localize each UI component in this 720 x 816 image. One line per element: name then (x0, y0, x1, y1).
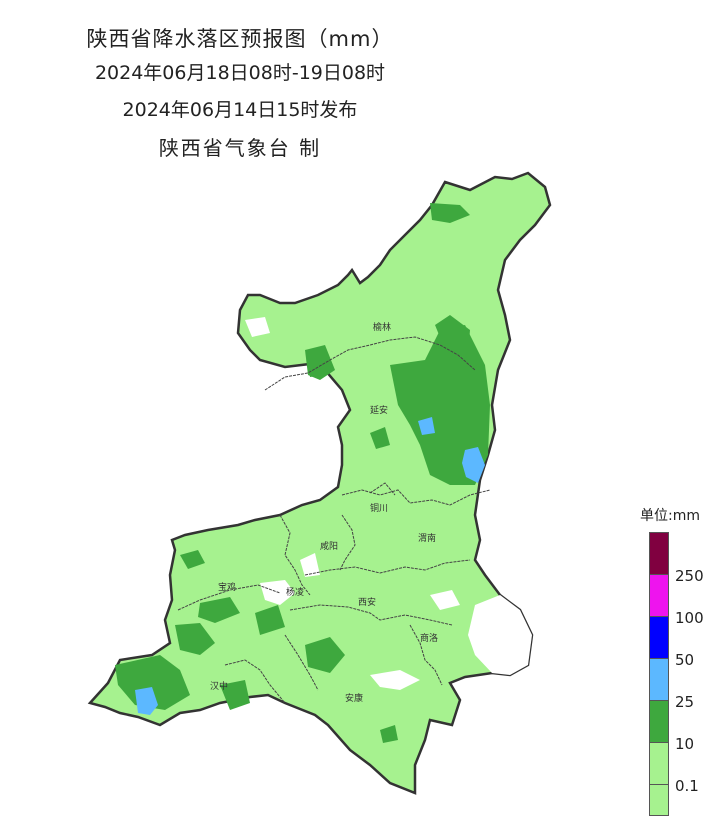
city-label-yangling: 杨凌 (286, 586, 304, 598)
rain-10-25mm-area (175, 623, 215, 655)
no-rain-area (468, 595, 532, 675)
issuer: 陕西省气象台 制 (158, 136, 322, 160)
rain-25-50mm-area (135, 687, 158, 715)
rain-10-25mm-area (198, 597, 240, 623)
legend-label: 10 (675, 735, 695, 753)
legend-swatch-50-100 (650, 617, 668, 659)
legend-label: 0.1 (675, 777, 699, 795)
legend-color-bar (649, 532, 669, 816)
no-rain-area (245, 317, 270, 337)
rain-10-25mm-area (390, 325, 490, 485)
city-label-baoji: 宝鸡 (218, 581, 236, 593)
legend-label: 100 (675, 609, 704, 627)
rain-10-25mm-area (370, 427, 390, 449)
rain-10-25mm-area (255, 605, 285, 635)
city-label-xian: 西安 (358, 596, 376, 608)
legend-label: 50 (675, 651, 695, 669)
legend-swatch-25-50 (650, 659, 668, 701)
forecast-period: 2024年06月18日08时-19日08时 (94, 62, 386, 84)
legend-swatch-250plus (650, 533, 668, 575)
no-rain-area (370, 670, 420, 690)
precipitation-legend: 单位:mm 250 100 50 25 10 0.1 (640, 505, 720, 816)
rain-10-25mm-area (305, 345, 335, 380)
city-label-yulin: 榆林 (373, 321, 391, 333)
rain-10-25mm-area (220, 680, 250, 710)
rain-10-25mm-area (305, 637, 345, 673)
city-label-weinan: 渭南 (418, 532, 436, 544)
issue-time: 2024年06月14日15时发布 (122, 99, 358, 121)
city-label-tongchuan: 铜川 (370, 502, 388, 514)
rain-10-25mm-area (115, 655, 190, 710)
city-label-xianyang: 咸阳 (320, 540, 338, 552)
legend-swatch-100-250 (650, 575, 668, 617)
city-label-shangluo: 商洛 (420, 632, 438, 644)
rain-10-25mm-area (380, 725, 398, 743)
rain-25-50mm-area (462, 447, 485, 483)
legend-swatch-bottom (650, 785, 668, 815)
rain-10-25mm-area (430, 203, 470, 223)
city-label-yanan: 延安 (370, 404, 388, 416)
legend-swatch-10-25 (650, 701, 668, 743)
no-rain-area (430, 590, 460, 610)
prefecture-boundaries (177, 336, 491, 704)
rain-25-50mm-area (418, 417, 435, 435)
city-label-hanzhong: 汉中 (210, 680, 228, 692)
no-rain-area (300, 553, 320, 577)
legend-label: 250 (675, 567, 704, 585)
legend-swatch-01-10 (650, 743, 668, 785)
rain-10-25mm-area (435, 315, 470, 357)
city-label-ankang: 安康 (345, 692, 363, 704)
map-title: 陕西省降水落区预报图（mm） (86, 27, 394, 51)
shaanxi-precipitation-map: 榆林 延安 铜川 咸阳 渭南 宝鸡 杨凌 西安 商洛 汉中 安康 (87, 171, 552, 795)
legend-title: 单位:mm (640, 508, 700, 524)
map-title-block: 陕西省降水落区预报图（mm） 2024年06月18日08时-19日08时 202… (0, 22, 480, 166)
rain-10-25mm-area (180, 550, 205, 569)
legend-label: 25 (675, 693, 695, 711)
